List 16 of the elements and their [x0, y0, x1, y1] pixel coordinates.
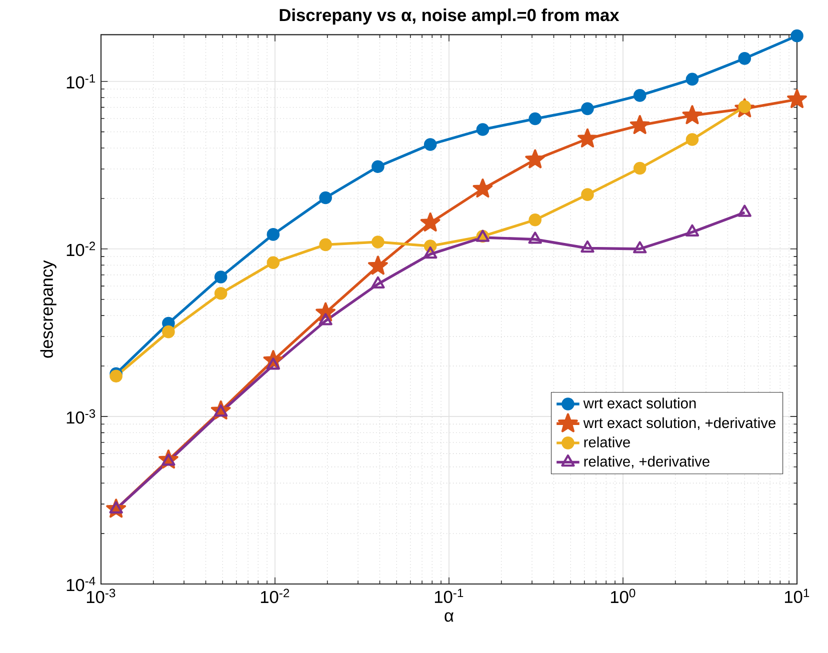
y-axis-title: descrepancy: [40, 260, 56, 358]
legend-label: wrt exact solution, +derivative: [583, 417, 776, 430]
x-tick-label: 10$^{-1}$: [434, 588, 464, 604]
x-tick-label: 10$^{-2}$: [260, 588, 290, 604]
y-tick-label: 10$^{-1}$: [66, 74, 96, 89]
y-tick-label: 10$^{-3}$: [66, 409, 96, 424]
x-tick-label: 10$^{0}$: [610, 588, 636, 604]
x-tick-label: 10$^{1}$: [784, 588, 810, 604]
x-tick-label: 10$^{-3}$: [86, 588, 116, 604]
legend-label: relative: [584, 436, 630, 448]
chart-title: Discrepany vs α, noise ampl.=0 from max: [280, 8, 620, 25]
y-tick-label: 10$^{-4}$: [66, 576, 96, 592]
legend-label: relative, +derivative: [584, 456, 710, 468]
legend-label: wrt exact solution: [583, 398, 696, 408]
x-axis-title: α: [444, 612, 454, 622]
y-tick-label: 10$^{-2}$: [66, 242, 95, 256]
